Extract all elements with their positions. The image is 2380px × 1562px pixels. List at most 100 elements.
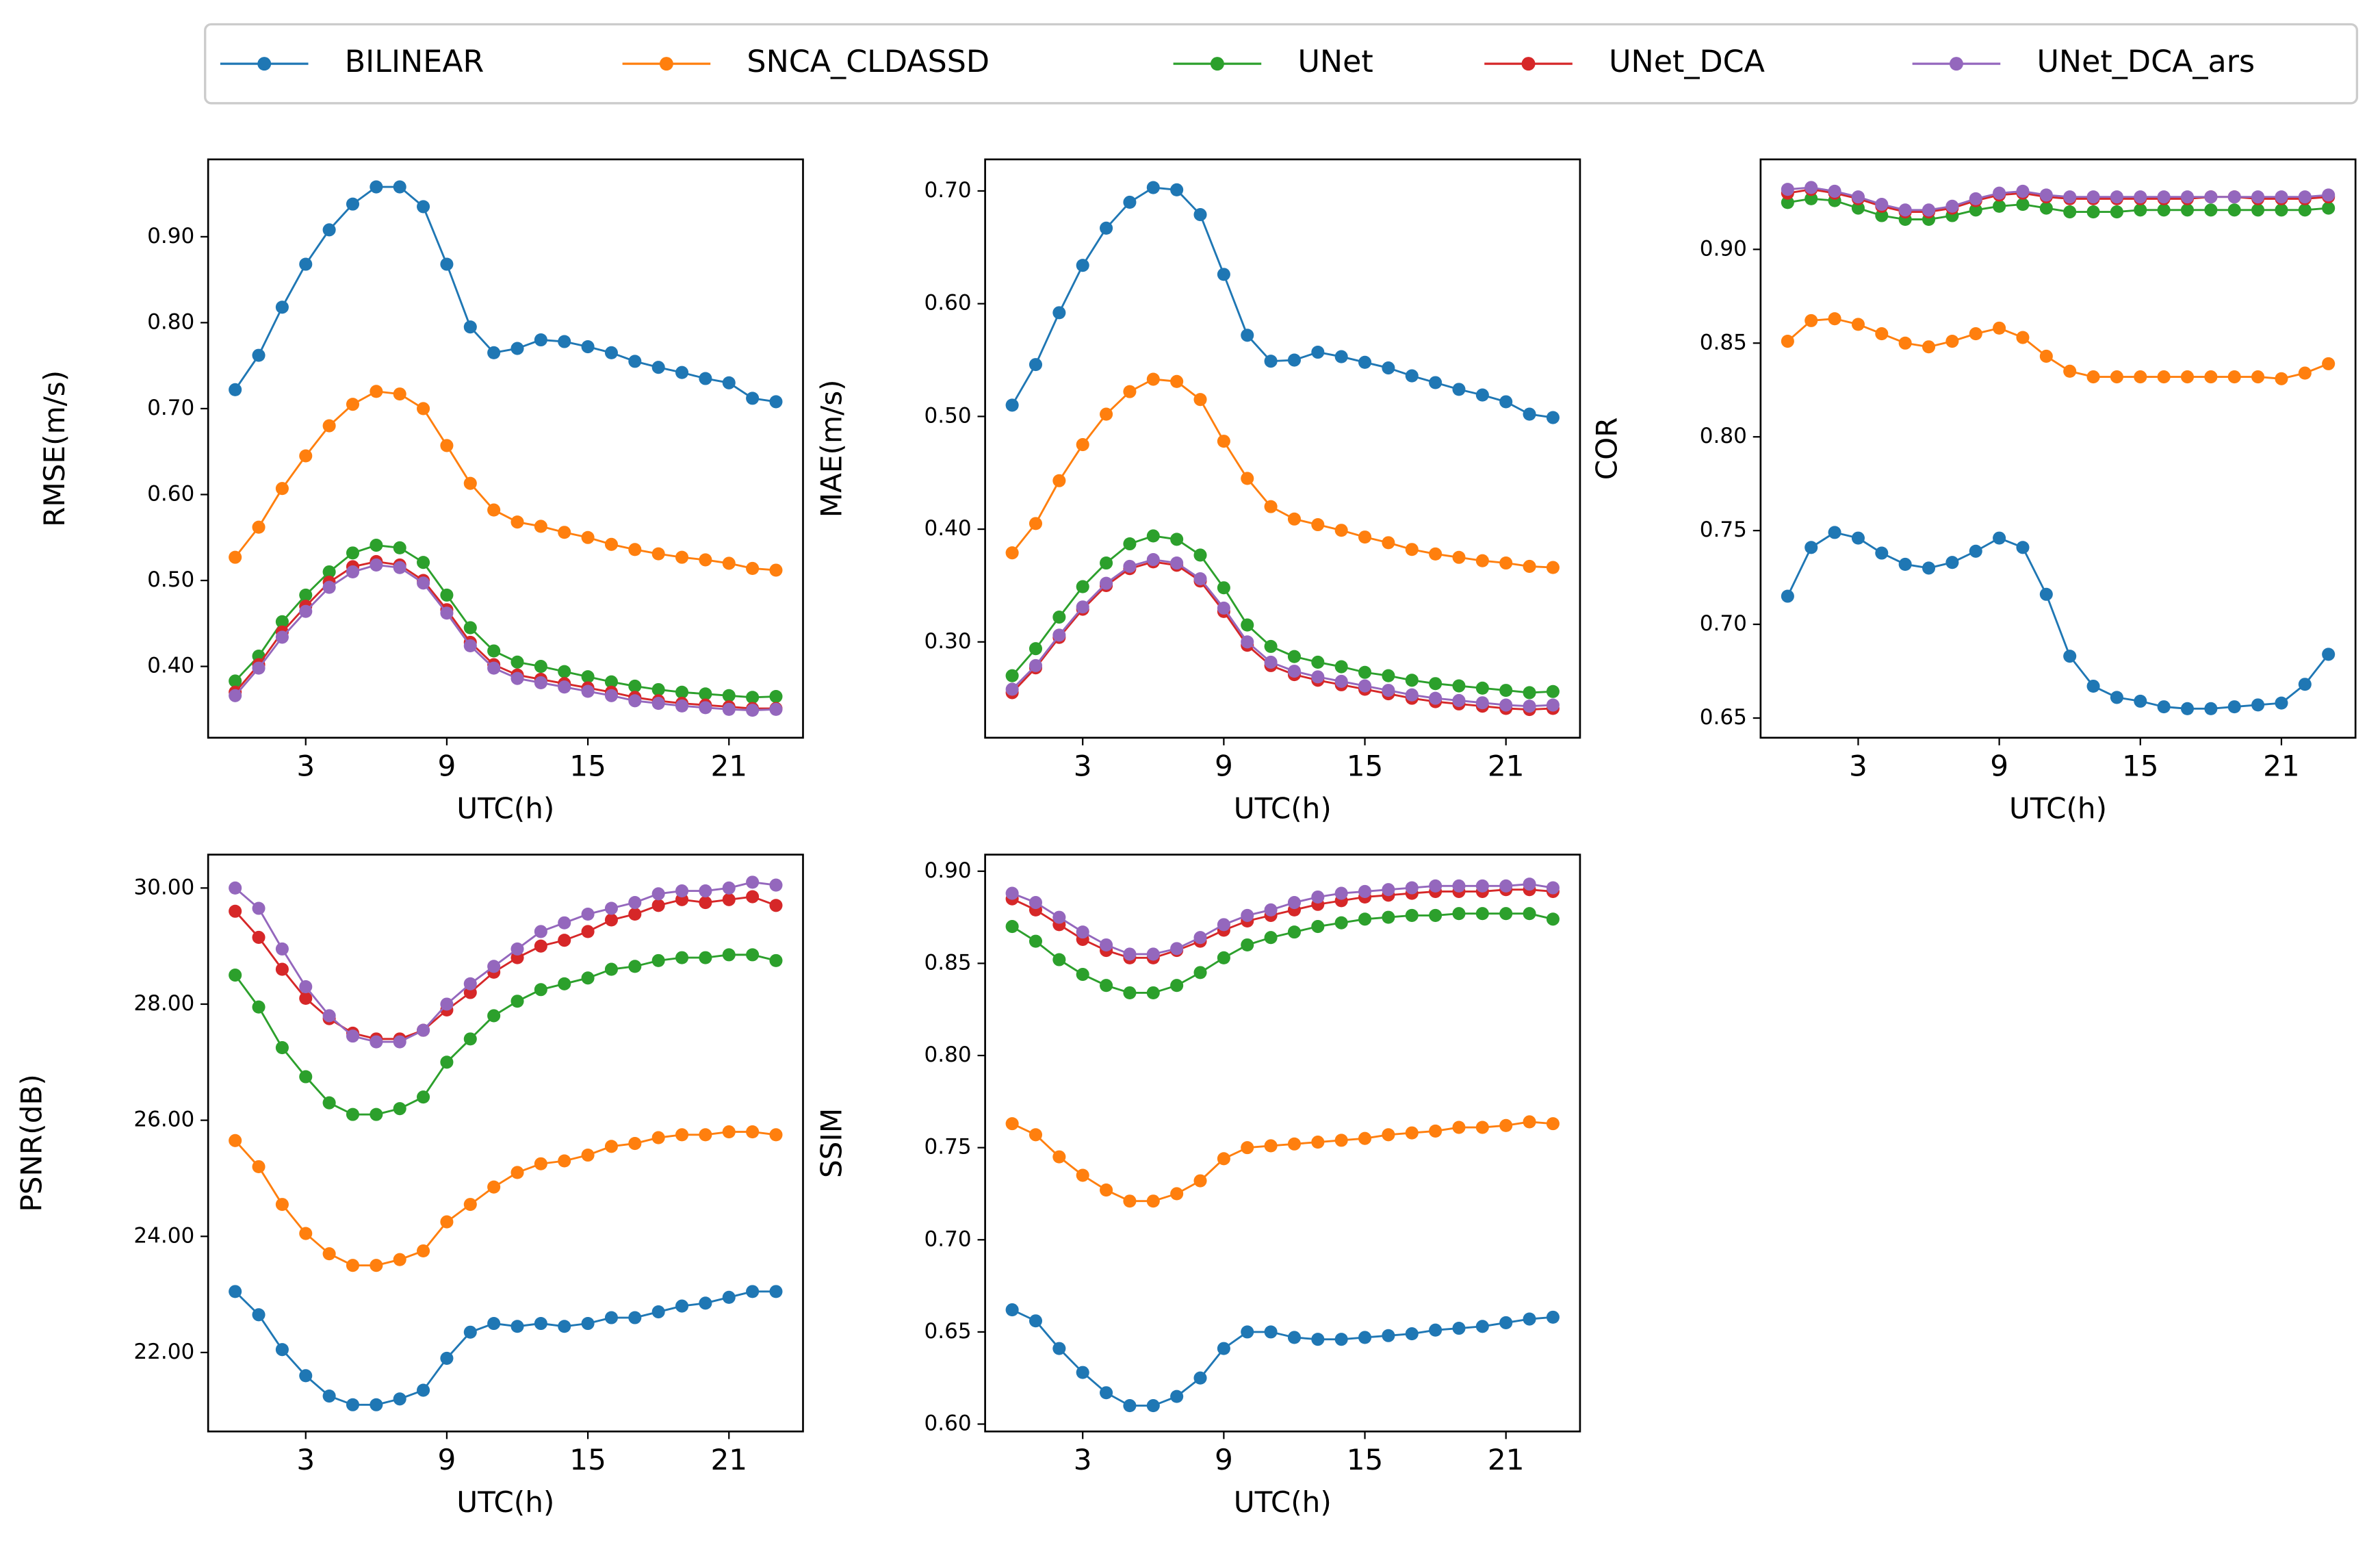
data-point xyxy=(2134,694,2147,708)
data-point xyxy=(558,916,571,930)
data-point xyxy=(1969,192,1982,205)
data-point xyxy=(417,200,430,214)
data-point xyxy=(510,995,524,1008)
data-point xyxy=(1052,1150,1066,1164)
data-point xyxy=(1452,550,1466,564)
data-point xyxy=(1499,1316,1513,1329)
data-point xyxy=(769,1128,783,1142)
data-point xyxy=(1452,679,1466,693)
data-point xyxy=(604,1140,618,1153)
series-line xyxy=(234,185,777,403)
data-point xyxy=(722,893,736,906)
data-point xyxy=(1264,639,1278,653)
x-tick-label: 15 xyxy=(1347,750,1384,783)
data-point xyxy=(722,556,736,570)
data-point xyxy=(1334,350,1348,363)
data-point xyxy=(229,904,242,918)
x-tick-label: 9 xyxy=(1990,750,2008,783)
data-point xyxy=(1781,589,1794,603)
data-point xyxy=(2251,698,2265,712)
x-tick-label: 3 xyxy=(1849,750,1867,783)
data-point xyxy=(746,948,760,962)
data-point xyxy=(1217,601,1230,615)
data-point xyxy=(2275,190,2288,204)
data-point xyxy=(1523,686,1536,700)
data-point xyxy=(1851,318,1865,331)
data-point xyxy=(746,1125,760,1139)
data-point xyxy=(487,1180,501,1194)
data-point xyxy=(746,691,760,704)
data-point xyxy=(675,699,689,713)
data-point xyxy=(417,402,430,415)
data-point xyxy=(699,701,712,715)
data-point xyxy=(699,687,712,701)
data-point xyxy=(1334,660,1348,674)
data-point xyxy=(1052,628,1066,642)
data-point xyxy=(322,1096,336,1110)
data-point xyxy=(463,639,477,652)
data-point xyxy=(299,1070,313,1084)
data-point xyxy=(2157,700,2171,714)
series-line xyxy=(234,544,777,699)
data-point xyxy=(1499,879,1513,893)
data-point xyxy=(2086,205,2100,219)
data-point xyxy=(1828,526,1841,539)
data-point xyxy=(1499,684,1513,697)
data-point xyxy=(322,223,336,237)
data-point xyxy=(1287,512,1301,526)
data-point xyxy=(2016,541,2030,554)
data-point xyxy=(275,615,289,628)
data-point xyxy=(275,942,289,956)
data-point xyxy=(1523,1115,1536,1129)
data-point xyxy=(440,1055,454,1069)
data-point xyxy=(746,1285,760,1298)
data-point xyxy=(2157,190,2171,204)
data-point xyxy=(1475,681,1489,695)
data-point xyxy=(1052,474,1066,487)
data-point xyxy=(1805,192,1818,205)
data-point xyxy=(322,1247,336,1261)
data-point xyxy=(722,1290,736,1304)
data-point xyxy=(1523,1312,1536,1326)
data-point xyxy=(1193,572,1207,586)
data-point xyxy=(346,1108,360,1121)
data-point xyxy=(651,1305,665,1319)
data-point xyxy=(1076,580,1089,593)
data-point xyxy=(1358,912,1372,926)
data-point xyxy=(1311,670,1325,684)
data-point xyxy=(1264,655,1278,669)
data-point xyxy=(1382,910,1395,924)
data-point xyxy=(722,1125,736,1139)
data-point xyxy=(769,563,783,577)
data-point xyxy=(1146,947,1160,961)
y-tick-label: 0.70 xyxy=(924,178,972,203)
data-point xyxy=(1123,1194,1137,1208)
data-point xyxy=(1311,1333,1325,1346)
data-point xyxy=(370,539,383,552)
data-point xyxy=(1898,203,1912,217)
y-tick-label: 0.70 xyxy=(924,1227,972,1251)
data-point xyxy=(699,951,712,964)
data-point xyxy=(1382,361,1395,375)
data-point xyxy=(440,1215,454,1229)
data-point xyxy=(2063,650,2077,663)
data-point xyxy=(440,588,454,602)
plot-frame xyxy=(984,158,1581,739)
data-point xyxy=(2180,203,2195,217)
data-point xyxy=(1287,1137,1301,1151)
series-line xyxy=(234,881,777,1043)
data-point xyxy=(322,565,336,579)
data-point xyxy=(2275,696,2288,710)
data-point xyxy=(1311,920,1325,934)
data-point xyxy=(628,960,642,973)
data-point xyxy=(1123,537,1137,551)
data-point xyxy=(699,553,712,567)
legend-marker xyxy=(1210,57,1224,71)
data-point xyxy=(1217,1342,1230,1355)
data-point xyxy=(463,1032,477,1046)
y-tick-label: 0.90 xyxy=(1700,236,1747,261)
data-point xyxy=(1358,1331,1372,1344)
y-tick-label: 0.50 xyxy=(924,403,972,428)
data-point xyxy=(1475,696,1489,710)
data-point xyxy=(275,962,289,976)
